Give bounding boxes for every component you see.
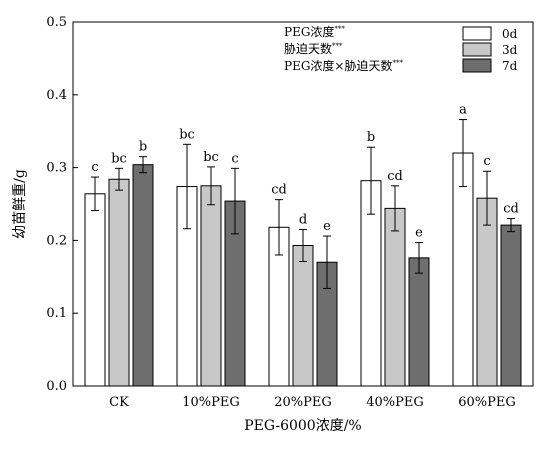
y-tick-label: 0.5 <box>46 15 67 30</box>
bar <box>476 197 498 387</box>
bar <box>132 164 154 387</box>
bar <box>84 193 106 387</box>
y-tick-label: 0.4 <box>46 88 67 103</box>
stats-line: PEG浓度×胁迫天数*** <box>284 58 403 73</box>
legend-swatch <box>462 26 492 41</box>
x-tick-label: CK <box>109 395 129 410</box>
significance-letter: bc <box>111 151 127 166</box>
legend-swatch <box>462 42 492 57</box>
legend: 0d 3d 7d <box>462 26 518 73</box>
bar <box>384 207 406 387</box>
legend-label: 3d <box>502 43 518 57</box>
legend-label: 0d <box>502 27 518 41</box>
x-axis-title: PEG-6000浓度/% <box>244 418 361 434</box>
bar <box>500 224 522 387</box>
y-tick-label: 0.3 <box>46 161 67 176</box>
bar <box>108 178 130 387</box>
significance-letter: e <box>415 226 423 241</box>
stats-line: PEG浓度*** <box>284 24 345 39</box>
significance-letter: b <box>367 130 375 145</box>
significance-letter: cd <box>503 202 519 217</box>
x-tick-label: 40%PEG <box>366 395 424 410</box>
bar <box>200 185 222 387</box>
stats-annotation: PEG浓度*** 胁迫天数*** PEG浓度×胁迫天数*** <box>284 24 403 73</box>
significance-letter: d <box>299 212 307 227</box>
x-tick-label: 60%PEG <box>458 395 516 410</box>
y-axis: 0.0 0.1 0.2 0.3 0.4 0.5 <box>46 15 78 394</box>
significance-letter: e <box>323 219 331 234</box>
significance-letter: b <box>139 140 147 155</box>
bar <box>408 257 430 387</box>
significance-letter: c <box>91 160 98 175</box>
significance-letter: c <box>483 154 490 169</box>
bar <box>292 244 314 387</box>
significance-letter: cd <box>271 183 287 198</box>
legend-swatch <box>462 58 492 73</box>
x-tick-label: 10%PEG <box>182 395 240 410</box>
y-axis-title: 幼苗鲜重/g <box>12 169 28 239</box>
significance-letter: c <box>231 151 238 166</box>
legend-label: 7d <box>502 59 518 73</box>
significance-letter: bc <box>179 127 195 142</box>
y-tick-label: 0.0 <box>46 379 67 394</box>
bar <box>452 152 474 387</box>
significance-letter: a <box>459 103 467 118</box>
y-tick-label: 0.1 <box>46 306 67 321</box>
significance-letter: bc <box>203 150 219 165</box>
stats-line: 胁迫天数*** <box>284 41 343 56</box>
x-tick-label: 20%PEG <box>274 395 332 410</box>
y-tick-label: 0.2 <box>46 233 67 248</box>
significance-letter: cd <box>387 169 403 184</box>
